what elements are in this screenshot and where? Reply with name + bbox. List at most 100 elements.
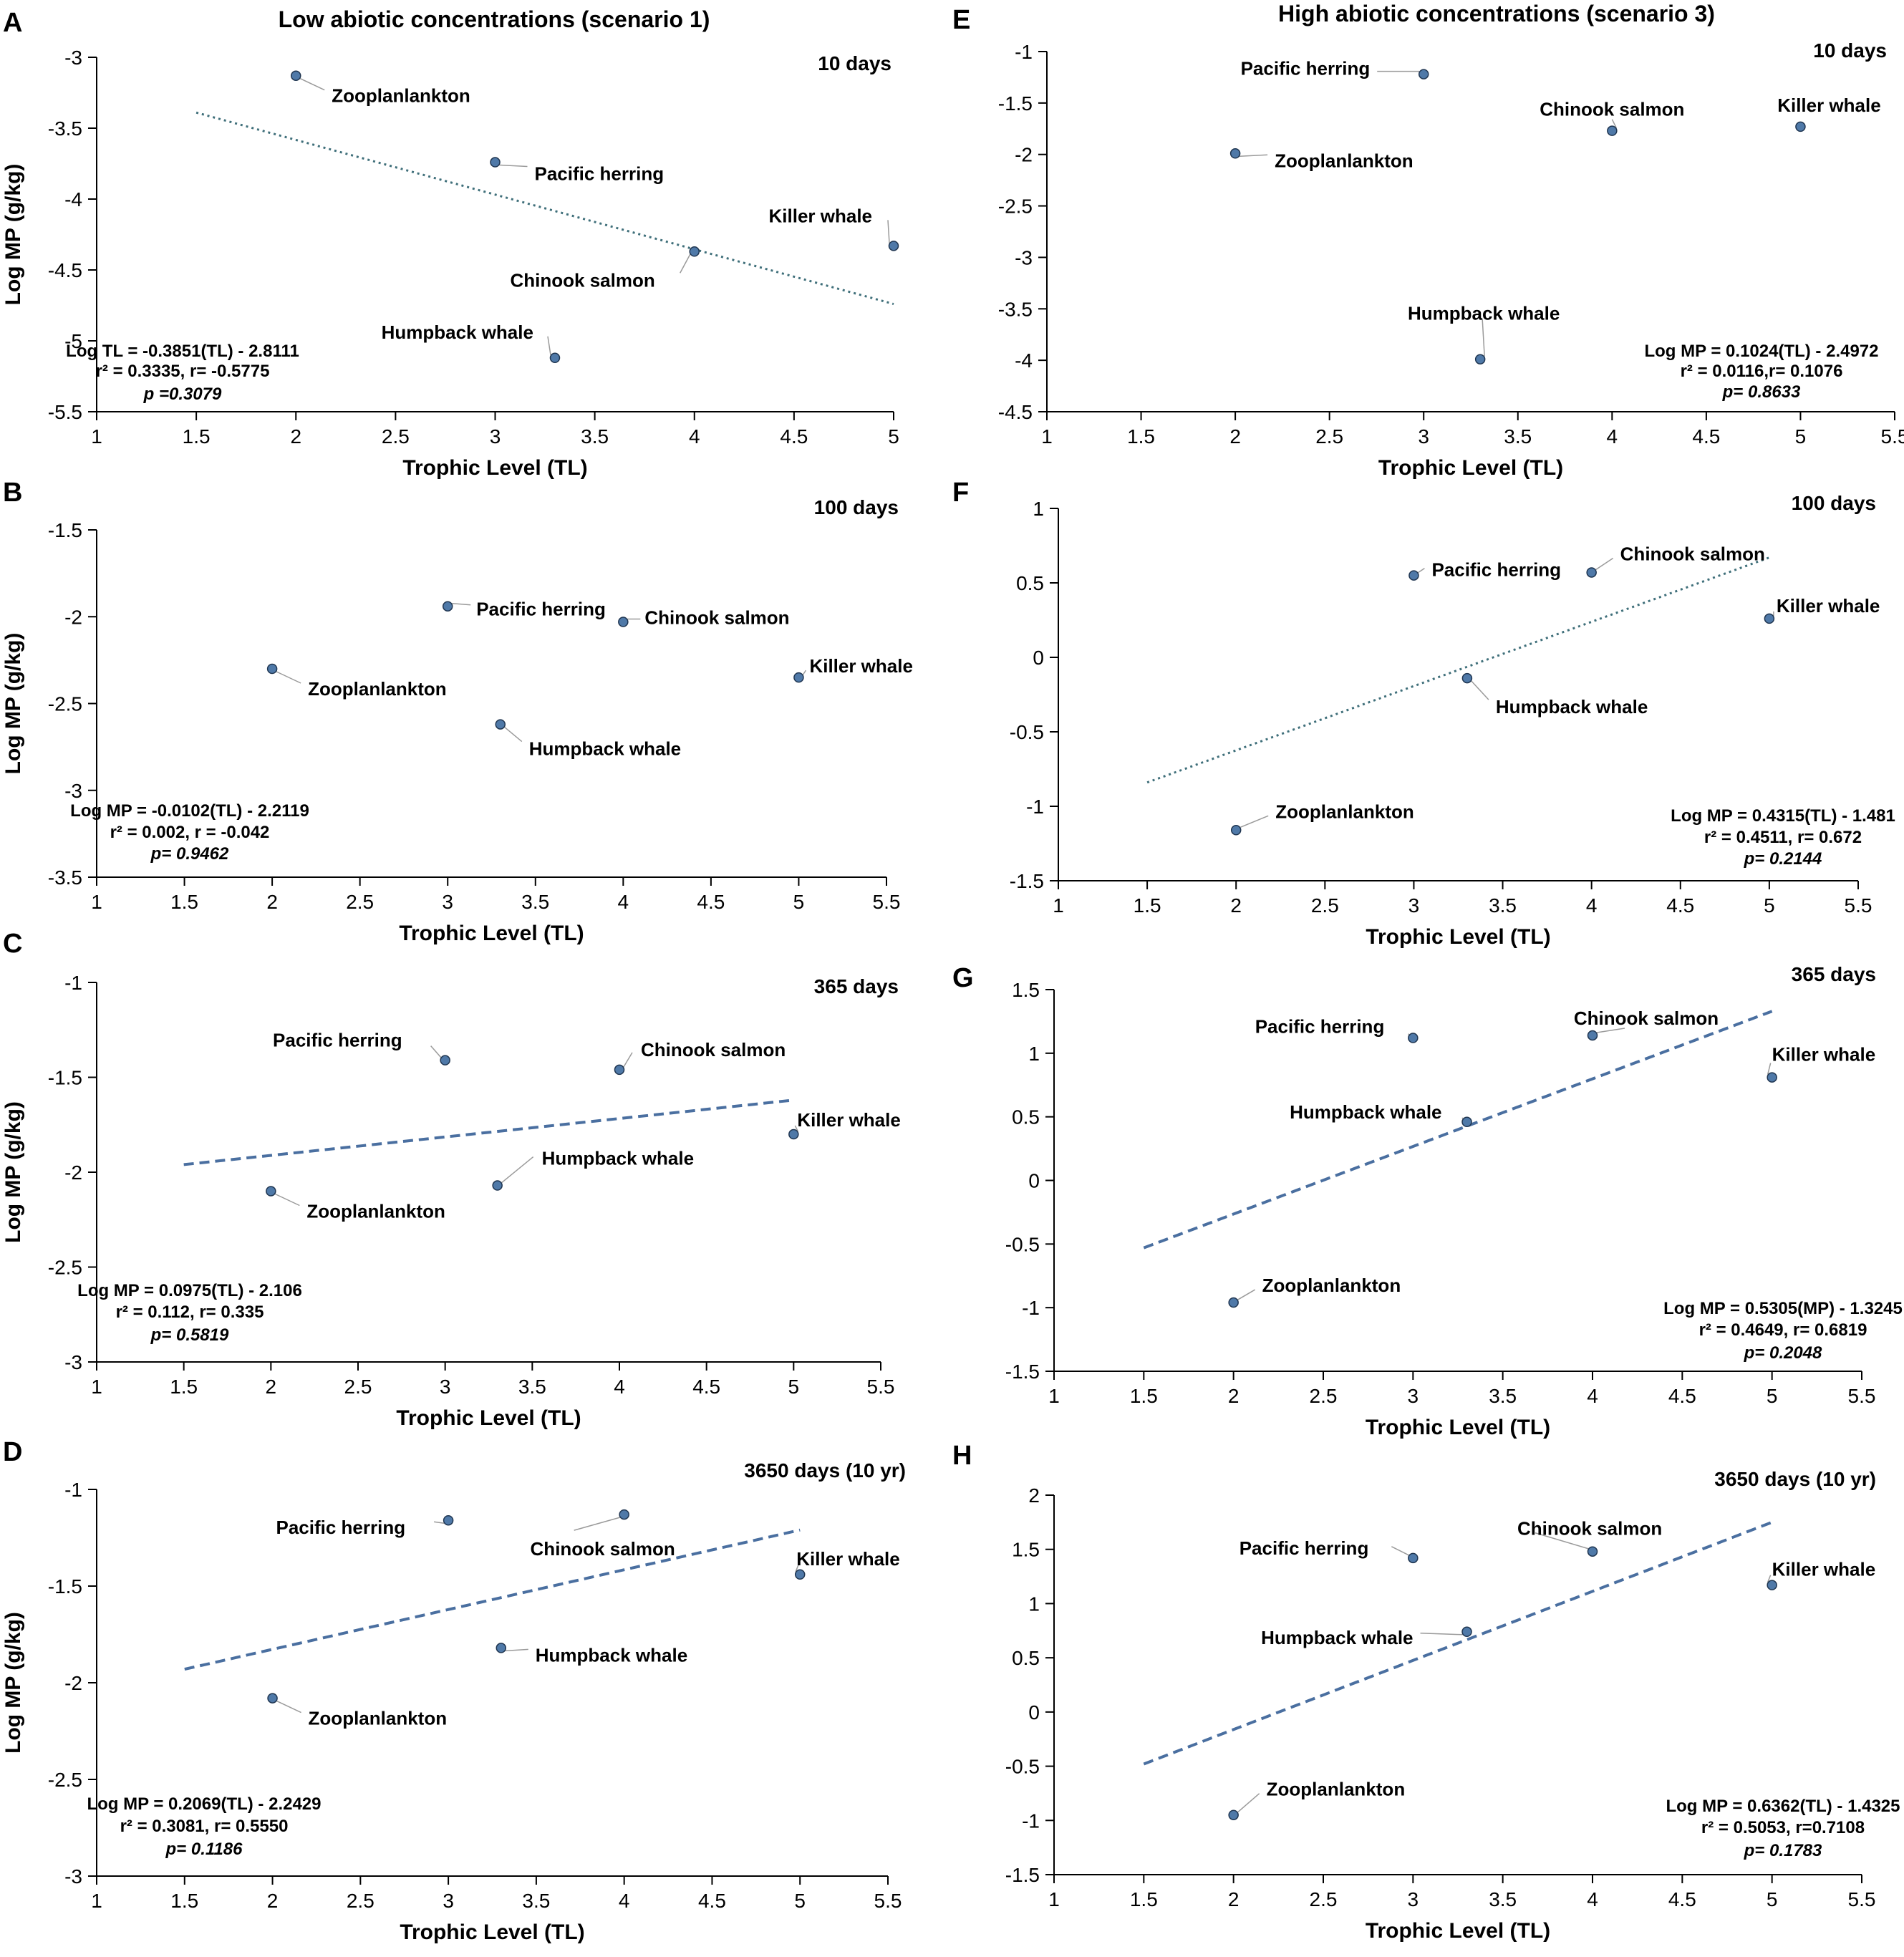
x-tick-label: 5.5 (1848, 1888, 1876, 1910)
point-label: Pacific herring (1239, 1537, 1369, 1559)
point-label: Killer whale (1777, 595, 1880, 617)
x-tick-label: 5 (1764, 894, 1775, 917)
point-label: Pacific herring (276, 1517, 405, 1538)
data-point (1461, 672, 1473, 684)
y-tick-label: -2 (64, 1672, 82, 1694)
data-point (443, 1514, 454, 1526)
label-leader-line (623, 1052, 633, 1068)
regression-r-values: r² = 0.002, r = -0.042 (110, 823, 270, 842)
regression-p-value: p= 0.1783 (1744, 1841, 1822, 1860)
point-label: Chinook salmon (1620, 543, 1765, 564)
x-tick-label: 4.5 (1668, 1888, 1696, 1910)
y-tick-label: 0 (1033, 647, 1044, 669)
label-leader-line (802, 670, 807, 675)
x-tick-label: 4 (1587, 1385, 1598, 1407)
data-point (1461, 1116, 1472, 1128)
data-point (266, 1186, 276, 1197)
data-point (1587, 1030, 1598, 1041)
x-tick-label: 2.5 (346, 891, 374, 913)
data-point (266, 663, 278, 675)
y-tick-label: 1.5 (1012, 1539, 1040, 1561)
x-tick-label: 1.5 (1134, 894, 1161, 917)
right-column-title: High abiotic concentrations (scenario 3) (1278, 1, 1715, 26)
x-tick-label: 5 (793, 891, 805, 913)
label-leader-line (499, 164, 528, 168)
x-tick-label: 3.5 (581, 425, 609, 448)
point-label: Zooplanlankton (1267, 1779, 1406, 1800)
y-axis-label: Log MP (g/kg) (1, 1612, 25, 1754)
trend-line (1143, 1520, 1773, 1766)
y-tick-label: -3 (64, 47, 82, 69)
y-tick-label: -3 (64, 1865, 82, 1888)
label-leader-line (299, 78, 325, 91)
x-axis-label: Trophic Level (TL) (399, 922, 584, 945)
point-label: Pacific herring (1255, 1016, 1385, 1038)
regression-equation: Log MP = 0.4315(TL) - 1.481 (1671, 806, 1895, 826)
panel-duration: 10 days (1813, 39, 1887, 62)
data-point (793, 672, 804, 683)
regression-equation: Log MP = 0.0975(TL) - 2.106 (77, 1281, 302, 1300)
x-tick-label: 4 (689, 425, 700, 448)
x-tick-label: 3.5 (1489, 1385, 1517, 1407)
y-tick-label: -0.5 (1005, 1233, 1040, 1255)
x-tick-label: 2 (290, 425, 301, 448)
x-axis-label: Trophic Level (TL) (400, 1920, 584, 1944)
y-tick-label: -2.5 (998, 195, 1033, 218)
x-tick-label: 4.5 (698, 1890, 726, 1912)
y-tick-label: -1.5 (998, 92, 1033, 115)
data-point (549, 352, 561, 364)
data-point (618, 617, 629, 627)
point-label: Zooplanlankton (308, 678, 447, 700)
trend-line (1146, 556, 1770, 784)
y-tick-label: -1 (1022, 1809, 1040, 1832)
x-tick-label: 4.5 (697, 891, 725, 913)
label-leader-line (794, 1125, 799, 1132)
label-leader-line (1237, 1289, 1256, 1300)
x-tick-label: 2 (1230, 894, 1242, 917)
y-tick-label: -3.5 (48, 866, 82, 889)
label-leader-line (1767, 1575, 1772, 1582)
regression-r-values: r² = 0.3081, r= 0.5550 (120, 1817, 289, 1836)
label-leader-line (887, 220, 890, 243)
panel-duration: 3650 days (10 yr) (744, 1459, 906, 1482)
x-tick-label: 3 (443, 1890, 454, 1912)
regression-p-value: p= 0.2048 (1744, 1343, 1822, 1363)
x-tick-label: 2.5 (347, 1890, 374, 1912)
regression-r-values: r² = 0.5053, r=0.7108 (1701, 1818, 1865, 1837)
panel-d: D 3650 days (10 yr) 1 1.5 2 2.5 3 3.5 4 4.5 5 5.5 -3… (1, 1437, 906, 1944)
regression-r-values: r² = 0.112, r= 0.335 (116, 1303, 264, 1322)
y-tick-label: -0.5 (1005, 1756, 1040, 1778)
point-label: Humpback whale (536, 1644, 687, 1666)
trend-line (1143, 1010, 1773, 1250)
x-tick-label: 5.5 (873, 891, 901, 913)
panel-letter: D (3, 1437, 22, 1467)
panel-duration: 365 days (1792, 963, 1876, 985)
x-tick-label: 4.5 (692, 1376, 720, 1398)
panel-duration: 3650 days (10 yr) (1714, 1468, 1876, 1490)
x-tick-label: 2.5 (1311, 894, 1339, 917)
y-tick-label: -2.5 (48, 693, 82, 715)
x-tick-label: 2 (1229, 425, 1241, 448)
data-point (1795, 121, 1806, 132)
point-label: Pacific herring (535, 163, 665, 185)
regression-p-value: p= 0.5819 (150, 1325, 229, 1345)
x-tick-label: 2 (267, 1890, 279, 1912)
x-axis-label: Trophic Level (TL) (1378, 456, 1563, 480)
point-label: Killer whale (1772, 1044, 1876, 1066)
data-point (492, 1180, 503, 1191)
x-tick-label: 2 (1228, 1385, 1239, 1407)
point-label: Chinook salmon (641, 1039, 786, 1060)
data-point (1461, 1626, 1472, 1638)
y-tick-label: -5 (64, 330, 82, 352)
x-tick-label: 1 (91, 891, 102, 913)
x-tick-label: 2.5 (344, 1376, 372, 1398)
regression-equation: Log TL = -0.3851(TL) - 2.8111 (66, 342, 299, 361)
x-tick-label: 4.5 (1692, 425, 1720, 448)
panel-duration: 10 days (818, 52, 891, 74)
x-tick-label: 3 (440, 1376, 451, 1398)
point-label: Chinook salmon (1517, 1518, 1662, 1540)
x-tick-label: 2 (1228, 1888, 1239, 1910)
y-tick-label: -1 (1026, 796, 1044, 818)
x-tick-label: 4 (1586, 894, 1598, 917)
label-leader-line (680, 253, 691, 274)
